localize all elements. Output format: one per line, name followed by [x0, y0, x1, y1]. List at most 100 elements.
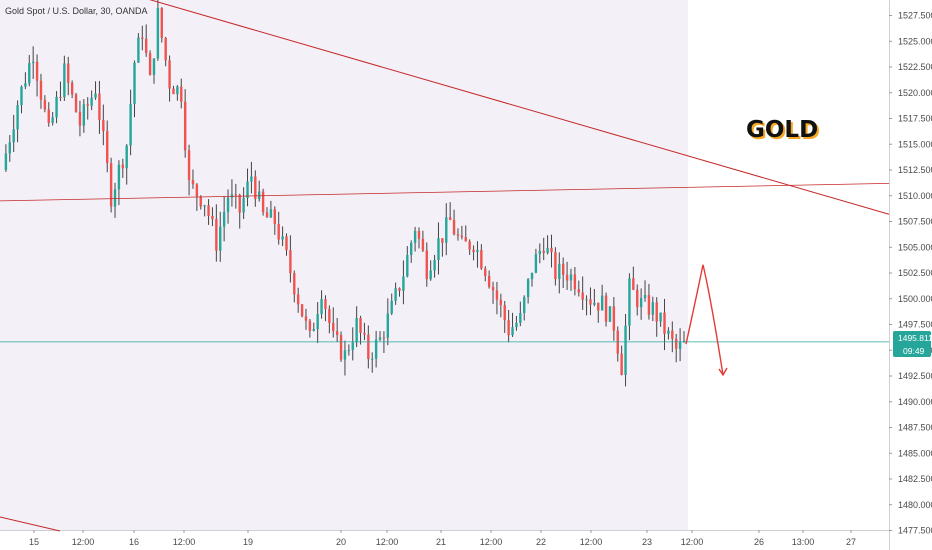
candle-body — [129, 104, 132, 146]
candle-body — [530, 272, 534, 280]
price-badge-box — [893, 331, 931, 357]
candle-body — [515, 322, 518, 328]
candle-body — [523, 297, 526, 314]
support-trendline[interactable] — [0, 516, 61, 532]
candle-body — [133, 62, 136, 105]
candle-body — [359, 317, 362, 333]
candle-body — [636, 289, 639, 308]
candle-body — [476, 249, 479, 253]
candle-body — [573, 274, 577, 290]
candle-body — [667, 330, 670, 334]
candle-body — [413, 230, 417, 243]
candle-body — [534, 254, 538, 273]
candle-body — [608, 306, 612, 322]
candle-body — [277, 224, 280, 240]
candle-body — [238, 194, 241, 213]
candle-body — [39, 80, 43, 100]
candle-body — [211, 216, 214, 220]
candle-body — [406, 254, 409, 277]
candle-body — [273, 209, 276, 225]
x-tick-label: 27 — [846, 537, 856, 547]
candle-body — [600, 295, 604, 311]
candle-body — [8, 142, 11, 154]
candle-body — [382, 337, 386, 339]
candle-body — [371, 358, 374, 360]
candle-body — [289, 250, 292, 274]
candle-body — [316, 314, 319, 330]
gold-annotation[interactable]: GOLD GOLD — [746, 117, 820, 145]
candle-body — [300, 304, 304, 317]
candle-body — [320, 299, 323, 315]
candle-body — [324, 299, 327, 310]
candle-body — [604, 295, 608, 322]
projection-path — [685, 264, 724, 376]
projection-arrowhead — [718, 367, 728, 377]
candle-body — [417, 230, 421, 239]
candle-body — [199, 196, 202, 207]
candle-body — [43, 99, 47, 110]
candle-body — [499, 299, 503, 306]
candle-body — [195, 184, 199, 197]
candle-body — [78, 111, 82, 126]
x-tick-label: 12:00 — [72, 537, 95, 547]
candle-body — [663, 312, 666, 334]
candle-body — [569, 274, 573, 281]
candle-body — [164, 37, 167, 61]
candle-body — [402, 276, 405, 291]
descending-trendline[interactable] — [98, 0, 890, 215]
y-tick-label: 1522.500 — [898, 62, 932, 72]
candle-body — [554, 252, 557, 280]
x-tick-label: 16 — [129, 537, 139, 547]
y-tick-label: 1505.000 — [898, 242, 932, 252]
candle-body — [620, 353, 623, 375]
candle-body — [386, 313, 390, 338]
candle-body — [394, 288, 397, 301]
candle-body — [558, 263, 561, 280]
candle-body — [328, 309, 331, 323]
x-axis[interactable]: 15 12:00 16 12:00 19 20 12:00 21 12:00 22 12:00 23 1… — [29, 530, 856, 547]
candle-body — [519, 313, 522, 323]
candle-body — [398, 288, 401, 291]
candle-body — [141, 37, 144, 39]
plot-background — [0, 0, 688, 530]
x-tick-label: 19 — [243, 537, 253, 547]
price-badge-timer: 09:49 — [903, 346, 925, 356]
candle-body — [546, 247, 549, 254]
candle-body — [156, 8, 160, 59]
candle-body — [4, 153, 8, 170]
candle-body — [226, 197, 230, 213]
candle-body — [538, 250, 542, 255]
candle-body — [511, 327, 514, 336]
candle-body — [410, 242, 413, 255]
candle-body — [246, 181, 249, 198]
candle-body — [254, 176, 257, 200]
candle-body — [31, 61, 35, 64]
candle-body — [343, 350, 347, 360]
candle-body — [35, 61, 39, 81]
candle-body — [671, 330, 674, 339]
candle-body — [632, 278, 635, 290]
projection-arrow[interactable] — [685, 264, 728, 377]
candle-body — [651, 302, 655, 315]
candle-body — [561, 263, 565, 275]
candle-body — [74, 94, 78, 112]
candle-body — [12, 129, 15, 143]
candle-body — [261, 191, 265, 213]
candle-body — [180, 86, 183, 102]
x-tick-label: 13:00 — [792, 537, 815, 547]
candle-body — [168, 60, 171, 89]
candle-body — [464, 237, 467, 242]
candle-body — [117, 164, 121, 190]
candle-body — [265, 212, 269, 218]
candle-body — [597, 302, 600, 311]
horizontal-trendline[interactable] — [0, 182, 890, 202]
y-tick-label: 1515.000 — [898, 139, 932, 149]
candle-body — [639, 298, 643, 308]
candle-body — [47, 109, 50, 123]
y-axis[interactable]: 1527.500 1525.000 1522.500 1520.000 1517.500… — [889, 11, 932, 536]
candle-body — [312, 329, 315, 331]
x-tick-label: 20 — [336, 537, 346, 547]
gold-label-shadow: GOLD — [748, 119, 820, 145]
candle-body — [304, 316, 308, 321]
